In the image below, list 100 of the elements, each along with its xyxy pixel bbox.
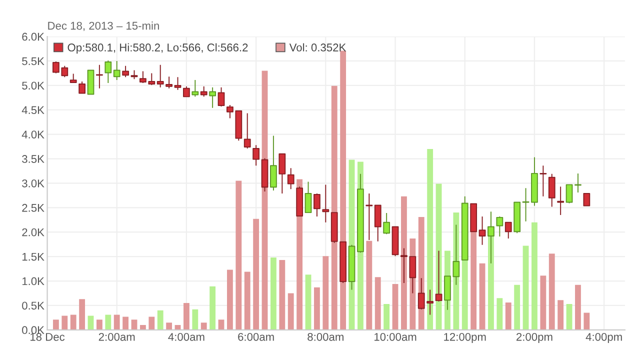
candlestick	[218, 86, 225, 107]
y-tick-label: 3.5K	[22, 155, 44, 163]
y-tick-label: 0.5K	[22, 302, 44, 310]
candlestick	[574, 172, 582, 193]
candlestick	[548, 173, 556, 208]
bar	[210, 286, 216, 330]
bar	[288, 293, 294, 330]
candlestick	[209, 86, 216, 108]
bar	[62, 316, 68, 330]
bar	[392, 284, 398, 330]
candlestick	[192, 80, 199, 98]
bar	[462, 260, 468, 330]
candlestick	[496, 216, 504, 237]
bar	[384, 304, 390, 330]
bar	[166, 322, 172, 330]
candlestick	[104, 60, 112, 84]
x-tick-label: 10:00am	[374, 332, 416, 341]
bar	[279, 260, 286, 330]
candlestick	[340, 241, 347, 284]
candlestick	[278, 153, 286, 194]
bar	[88, 316, 94, 330]
bar	[52, 320, 59, 330]
x-tick-label: 18 Dec	[30, 332, 65, 341]
bar	[70, 314, 76, 330]
legend-label: Op:580.1, Hi:580.2, Lo:566, Cl:566.2	[68, 43, 248, 54]
x-tick-label: 2:00am	[98, 332, 135, 341]
bar	[314, 287, 320, 330]
bar	[540, 276, 546, 330]
candlestick	[244, 112, 251, 149]
y-tick-label: 0.0K	[22, 326, 44, 334]
y-tick-label: 2.5K	[22, 204, 44, 212]
x-tick-label: 8:00am	[308, 332, 344, 341]
candlestick	[261, 158, 268, 192]
candlestick	[166, 76, 172, 89]
bar	[427, 148, 434, 330]
y-tick-label: 5.5K	[22, 57, 44, 66]
y-tick-label: 6.0K	[22, 32, 44, 41]
bar	[305, 274, 312, 330]
candlestick	[522, 188, 530, 222]
candlestick	[366, 193, 373, 240]
candlestick	[113, 60, 120, 81]
y-tick-label: 5.0K	[22, 82, 44, 90]
candlestick	[200, 86, 208, 98]
bar	[253, 218, 260, 330]
candlestick	[96, 64, 103, 89]
bar	[192, 309, 198, 330]
bar	[479, 263, 486, 330]
bar	[184, 303, 190, 330]
bar	[575, 284, 581, 330]
bar	[505, 302, 512, 330]
candlestick	[130, 70, 138, 80]
y-tick-label: 4.0K	[22, 130, 44, 138]
candlestick	[383, 212, 390, 235]
x-tick-label: 2:00pm	[516, 332, 552, 344]
candlestick	[348, 244, 356, 290]
candlestick	[478, 216, 486, 246]
bar	[374, 277, 381, 330]
bar	[157, 310, 164, 330]
candlestick	[174, 76, 182, 90]
bar	[218, 320, 224, 330]
x-tick-label: 4:00am	[168, 332, 204, 341]
bar	[236, 180, 242, 330]
legend-label: Vol: 0.352K	[289, 43, 346, 52]
candlestick	[583, 193, 590, 206]
y-tick-label: 1.5K	[22, 252, 44, 261]
candlestick	[504, 222, 512, 239]
candlestick	[87, 69, 94, 95]
candlestick	[183, 86, 190, 98]
candlestick	[78, 81, 86, 94]
candlestick	[557, 186, 564, 216]
bar	[514, 284, 520, 330]
x-tick-label: 12:00pm	[444, 332, 486, 344]
bar	[148, 316, 155, 330]
candlestick	[374, 204, 382, 242]
candlestick	[70, 73, 77, 84]
candlestick	[122, 65, 129, 78]
bar	[200, 322, 207, 330]
y-tick-label: 2.0K	[22, 228, 44, 236]
candlestick	[540, 165, 547, 197]
candlestick	[156, 64, 164, 88]
candlestick	[392, 226, 399, 257]
bar	[366, 240, 372, 330]
candlestick	[531, 156, 538, 206]
bar	[401, 196, 407, 330]
bar	[322, 256, 329, 330]
bar	[140, 325, 146, 330]
candlestick	[470, 203, 478, 232]
candlestick	[566, 184, 573, 204]
candlestick	[252, 144, 260, 166]
bar	[114, 314, 120, 330]
y-tick-label: 4.5K	[22, 106, 44, 114]
candlestick	[270, 135, 277, 192]
bar	[270, 258, 276, 330]
x-tick-label: 4:00pm	[586, 332, 622, 344]
bar	[558, 300, 564, 330]
bar	[131, 320, 138, 330]
bar	[227, 270, 233, 330]
y-tick-label: 3.0K	[22, 179, 44, 188]
bar	[548, 254, 555, 330]
bar	[244, 272, 250, 330]
